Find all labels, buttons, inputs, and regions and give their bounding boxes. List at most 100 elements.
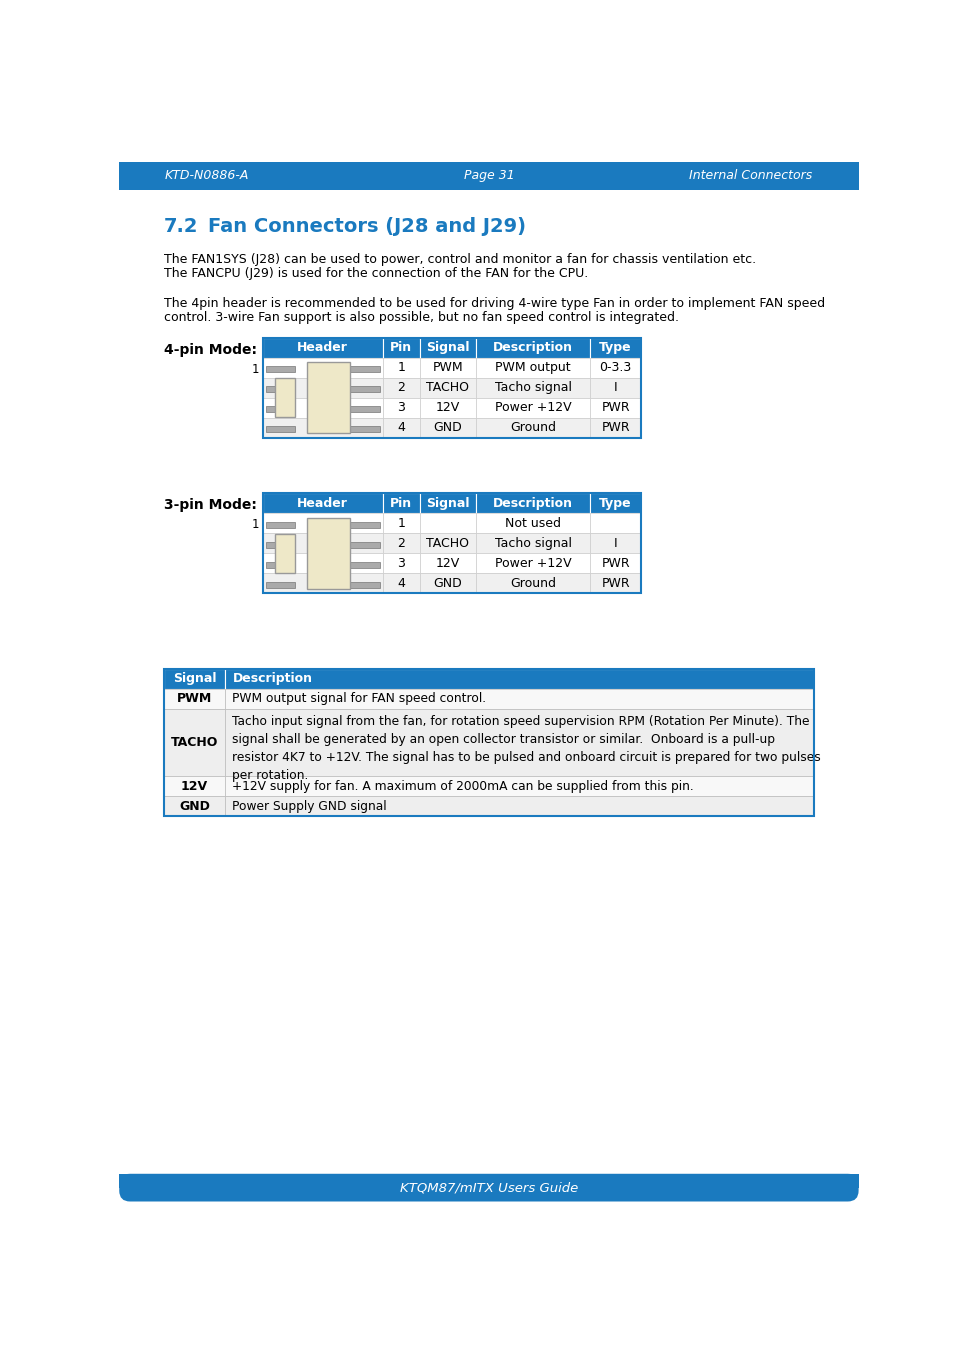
Bar <box>476 417 590 437</box>
Text: KTQM87/mITX Users Guide: KTQM87/mITX Users Guide <box>399 1181 578 1195</box>
Text: control. 3-wire Fan support is also possible, but no fan speed control is integr: control. 3-wire Fan support is also poss… <box>164 310 679 324</box>
Text: Signal: Signal <box>172 672 216 686</box>
Text: PWR: PWR <box>600 576 629 590</box>
Bar <box>350 521 379 528</box>
Bar <box>164 688 224 709</box>
Text: 0-3.3: 0-3.3 <box>598 360 631 374</box>
Bar <box>590 493 640 513</box>
Text: Header: Header <box>297 342 348 354</box>
Text: GND: GND <box>433 421 462 435</box>
Text: I: I <box>613 381 617 394</box>
Bar <box>266 406 295 412</box>
Bar <box>119 162 858 176</box>
Bar <box>419 533 476 554</box>
Bar <box>590 533 640 554</box>
Text: +12V supply for fan. A maximum of 2000mA can be supplied from this pin.: +12V supply for fan. A maximum of 2000mA… <box>233 780 694 792</box>
Bar <box>419 513 476 533</box>
Text: Fan Connectors (J28 and J29): Fan Connectors (J28 and J29) <box>208 217 526 236</box>
Text: Page 31: Page 31 <box>463 169 514 182</box>
Bar <box>476 493 590 513</box>
Text: 4-pin Mode:: 4-pin Mode: <box>164 343 257 356</box>
Text: TACHO: TACHO <box>426 537 469 549</box>
Bar <box>419 398 476 417</box>
Bar <box>419 338 476 358</box>
Bar <box>419 358 476 378</box>
Bar <box>350 366 379 373</box>
Bar <box>266 521 295 528</box>
Text: Tacho signal: Tacho signal <box>494 381 571 394</box>
Bar <box>382 398 419 417</box>
Text: Ground: Ground <box>510 421 556 435</box>
Bar <box>266 386 295 393</box>
Bar <box>419 378 476 398</box>
Bar <box>266 582 295 587</box>
Text: TACHO: TACHO <box>171 736 218 749</box>
Bar <box>224 668 813 688</box>
Bar <box>266 427 295 432</box>
Bar <box>382 417 419 437</box>
Bar <box>476 358 590 378</box>
Text: Type: Type <box>598 497 631 509</box>
Text: PWR: PWR <box>600 421 629 435</box>
Text: PWM: PWM <box>432 360 462 374</box>
Bar <box>350 386 379 393</box>
Text: Internal Connectors: Internal Connectors <box>688 169 811 182</box>
Bar <box>262 554 382 574</box>
Bar <box>224 709 813 776</box>
Text: The FAN1SYS (J28) can be used to power, control and monitor a fan for chassis ve: The FAN1SYS (J28) can be used to power, … <box>164 252 756 266</box>
Bar <box>224 776 813 796</box>
Text: TACHO: TACHO <box>426 381 469 394</box>
Text: 4: 4 <box>397 576 405 590</box>
Text: PWR: PWR <box>600 556 629 570</box>
Bar <box>262 493 382 513</box>
Bar <box>382 554 419 574</box>
Bar <box>419 554 476 574</box>
Text: 12V: 12V <box>181 780 208 792</box>
Bar <box>262 513 382 533</box>
Bar <box>350 541 379 548</box>
Text: 3-pin Mode:: 3-pin Mode: <box>164 498 256 513</box>
Text: 1: 1 <box>252 518 259 531</box>
Bar <box>350 427 379 432</box>
Text: PWM: PWM <box>176 693 212 705</box>
Bar <box>419 574 476 593</box>
Bar <box>382 493 419 513</box>
Bar <box>119 162 858 190</box>
Bar <box>266 366 295 373</box>
Text: 1: 1 <box>397 360 405 374</box>
Bar <box>590 378 640 398</box>
Bar <box>224 688 813 709</box>
Bar <box>382 513 419 533</box>
Bar <box>419 417 476 437</box>
Bar <box>307 362 350 433</box>
Text: Signal: Signal <box>426 497 469 509</box>
Text: Type: Type <box>598 342 631 354</box>
Text: 2: 2 <box>397 537 405 549</box>
Bar <box>590 398 640 417</box>
Bar <box>382 574 419 593</box>
Text: 12V: 12V <box>436 556 459 570</box>
Bar <box>262 574 382 593</box>
Bar <box>164 668 224 688</box>
Bar <box>590 554 640 574</box>
Bar <box>164 709 224 776</box>
Text: 12V: 12V <box>436 401 459 414</box>
FancyBboxPatch shape <box>119 1173 858 1202</box>
Bar <box>274 533 295 572</box>
Bar <box>224 796 813 817</box>
Bar <box>262 338 382 358</box>
Bar <box>476 554 590 574</box>
Bar <box>476 338 590 358</box>
Text: Description: Description <box>493 497 573 509</box>
Text: Ground: Ground <box>510 576 556 590</box>
Text: PWM output signal for FAN speed control.: PWM output signal for FAN speed control. <box>233 693 486 705</box>
Bar <box>476 398 590 417</box>
Bar <box>164 668 813 817</box>
Bar <box>590 417 640 437</box>
Text: Power +12V: Power +12V <box>495 401 571 414</box>
Bar <box>262 398 382 417</box>
Bar <box>262 493 640 593</box>
Text: Power Supply GND signal: Power Supply GND signal <box>233 801 387 813</box>
Text: Pin: Pin <box>390 342 412 354</box>
Bar <box>476 533 590 554</box>
